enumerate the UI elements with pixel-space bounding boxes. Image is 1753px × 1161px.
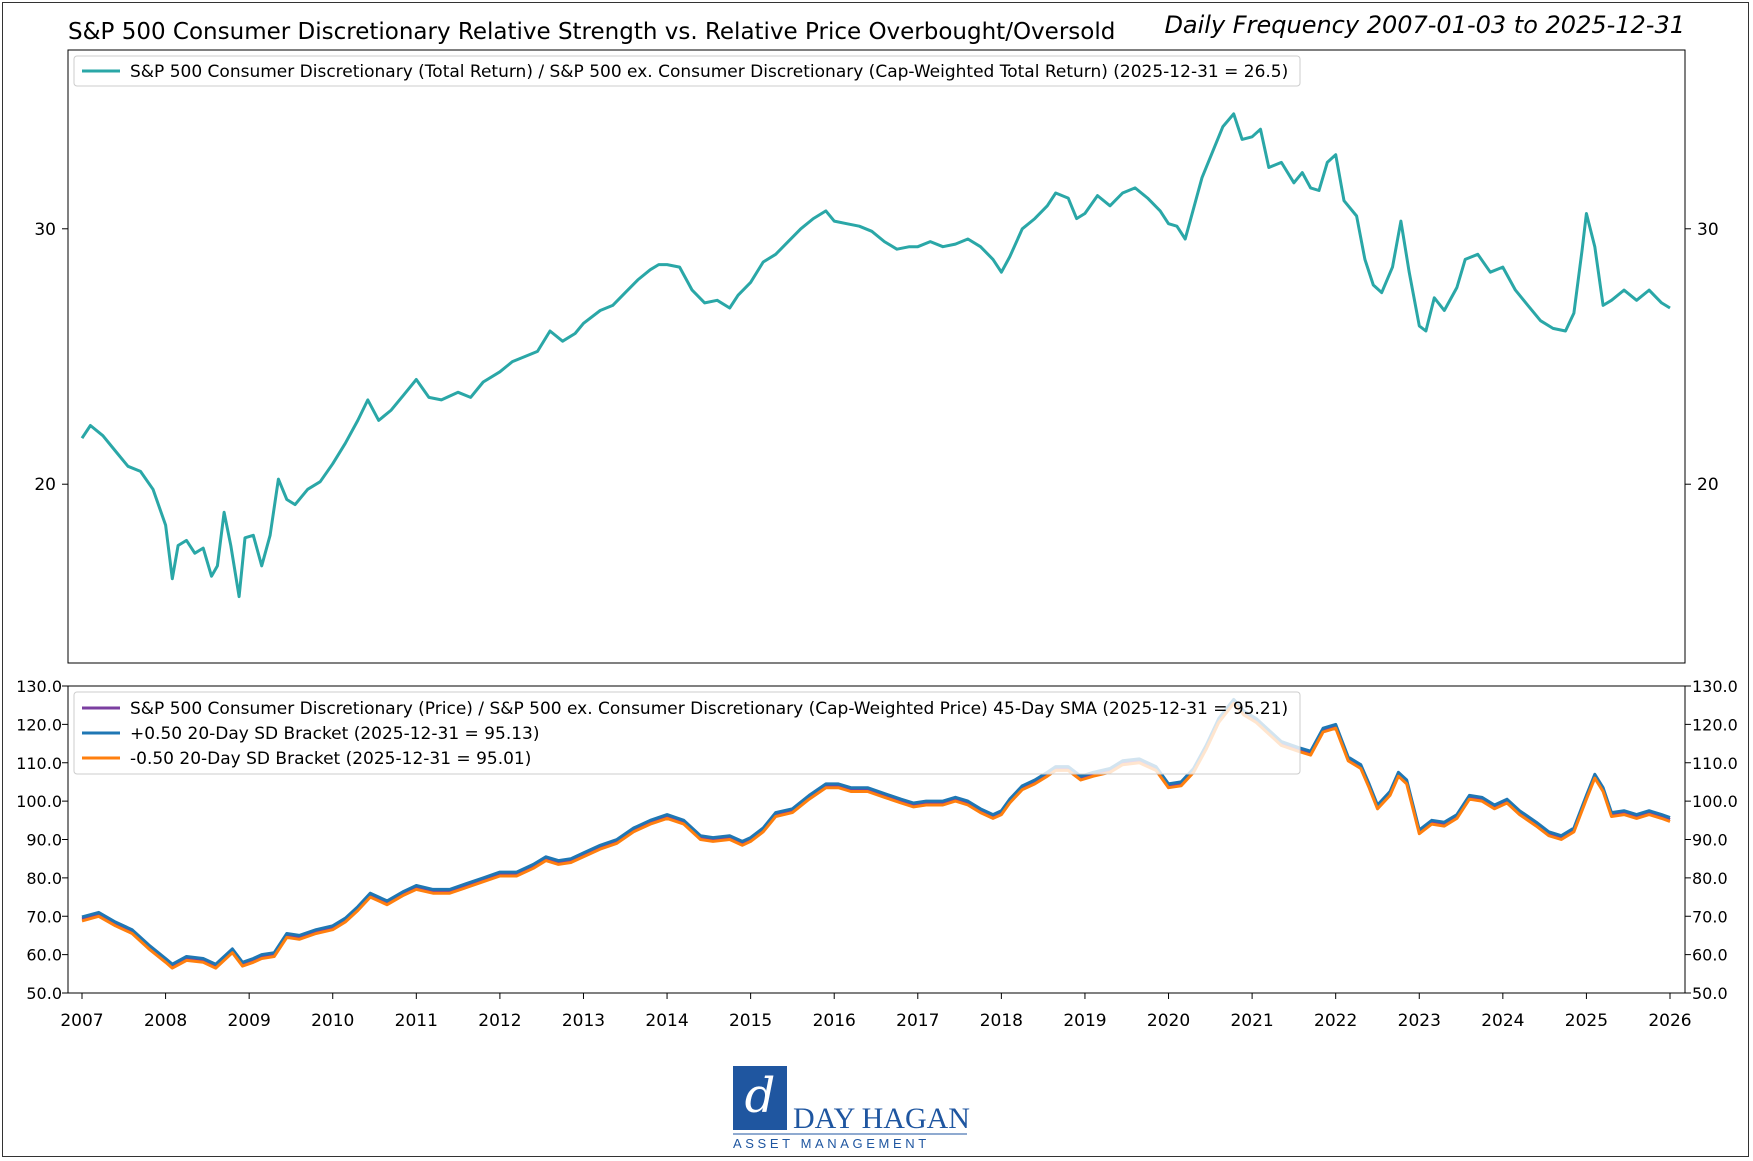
day-hagan-logo: d DAY HAGAN ASSET MANAGEMENT	[733, 1066, 970, 1151]
series-relative-strength-line	[80, 112, 1671, 599]
xtick-label: 2008	[144, 1011, 187, 1031]
xtick-label: 2014	[645, 1011, 688, 1031]
logo-name: DAY HAGAN	[793, 1102, 970, 1135]
bottom-ytick-label-right: 50.0	[1692, 984, 1728, 1003]
bottom-series-lines	[81, 697, 1671, 970]
xtick-label: 2007	[60, 1011, 103, 1031]
xtick-label: 2026	[1648, 1011, 1691, 1031]
xtick-label: 2009	[228, 1011, 271, 1031]
bottom-ytick-label-left: 50.0	[26, 984, 62, 1003]
top-axis-ticks: 20 20 30 30	[34, 220, 1718, 495]
top-legend-label: S&P 500 Consumer Discretionary (Total Re…	[130, 62, 1288, 82]
xtick-label: 2018	[980, 1011, 1023, 1031]
legend-label-sma: S&P 500 Consumer Discretionary (Price) /…	[130, 699, 1288, 719]
logo-monogram-icon: d	[745, 1068, 776, 1124]
bottom-legend-box	[73, 691, 1301, 775]
chart-subtitle: Daily Frequency 2007-01-03 to 2025-12-31	[1164, 11, 1685, 39]
xtick-label: 2012	[478, 1011, 521, 1031]
xtick-label: 2017	[896, 1011, 939, 1031]
top-ytick-label-left: 30	[34, 220, 56, 240]
top-ytick-label-right: 30	[1697, 220, 1719, 240]
xtick-label: 2022	[1314, 1011, 1357, 1031]
xtick-label: 2015	[729, 1011, 772, 1031]
logo-tagline: ASSET MANAGEMENT	[733, 1136, 930, 1151]
xtick-label: 2021	[1230, 1011, 1273, 1031]
bottom-ytick-label-left: 80.0	[26, 869, 62, 888]
bottom-ytick-label-right: 60.0	[1692, 946, 1728, 965]
top-ytick-label-left: 20	[34, 475, 56, 495]
top-legend: S&P 500 Consumer Discretionary (Total Re…	[73, 55, 1301, 87]
xtick-label: 2011	[395, 1011, 438, 1031]
xtick-label: 2024	[1481, 1011, 1524, 1031]
bottom-ytick-label-right: 70.0	[1692, 907, 1728, 926]
top-series-lines	[80, 112, 1671, 599]
bottom-ytick-label-left: 130.0	[16, 677, 62, 696]
bottom-legend: S&P 500 Consumer Discretionary (Price) /…	[73, 691, 1301, 775]
bottom-ytick-label-right: 110.0	[1692, 754, 1738, 773]
bottom-ytick-label-left: 90.0	[26, 831, 62, 850]
chart-title: S&P 500 Consumer Discretionary Relative …	[68, 19, 1115, 45]
bottom-ytick-label-right: 80.0	[1692, 869, 1728, 888]
bottom-ytick-label-left: 70.0	[26, 907, 62, 926]
series-upper-bracket-line	[81, 697, 1671, 966]
bottom-ytick-label-left: 120.0	[16, 715, 62, 734]
xtick-label: 2020	[1147, 1011, 1190, 1031]
top-plot-area	[67, 49, 1686, 664]
xtick-label: 2019	[1063, 1011, 1106, 1031]
top-legend-box	[73, 55, 1301, 87]
legend-label-upper-bracket: +0.50 20-Day SD Bracket (2025-12-31 = 95…	[130, 724, 540, 744]
xtick-label: 2010	[311, 1011, 354, 1031]
bottom-ytick-label-right: 90.0	[1692, 831, 1728, 850]
bottom-ytick-label-left: 100.0	[16, 792, 62, 811]
logo-mark-icon	[733, 1066, 787, 1130]
series-lower-bracket-line	[81, 701, 1671, 970]
xtick-label: 2016	[813, 1011, 856, 1031]
xtick-label: 2023	[1398, 1011, 1441, 1031]
xtick-label: 2013	[562, 1011, 605, 1031]
bottom-ytick-label-right: 130.0	[1692, 677, 1738, 696]
xtick-label: 2025	[1565, 1011, 1608, 1031]
bottom-ytick-label-left: 110.0	[16, 754, 62, 773]
bottom-ytick-label-right: 120.0	[1692, 715, 1738, 734]
bottom-axis-ticks: 50.0 50.0 60.0 60.0 70.0 70.0 80.0 80.0 90.0 90.0…	[16, 677, 1738, 1031]
top-ytick-label-right: 20	[1697, 475, 1719, 495]
bottom-ytick-label-left: 60.0	[26, 946, 62, 965]
bottom-ytick-label-right: 100.0	[1692, 792, 1738, 811]
legend-label-lower-bracket: -0.50 20-Day SD Bracket (2025-12-31 = 95…	[130, 749, 531, 769]
